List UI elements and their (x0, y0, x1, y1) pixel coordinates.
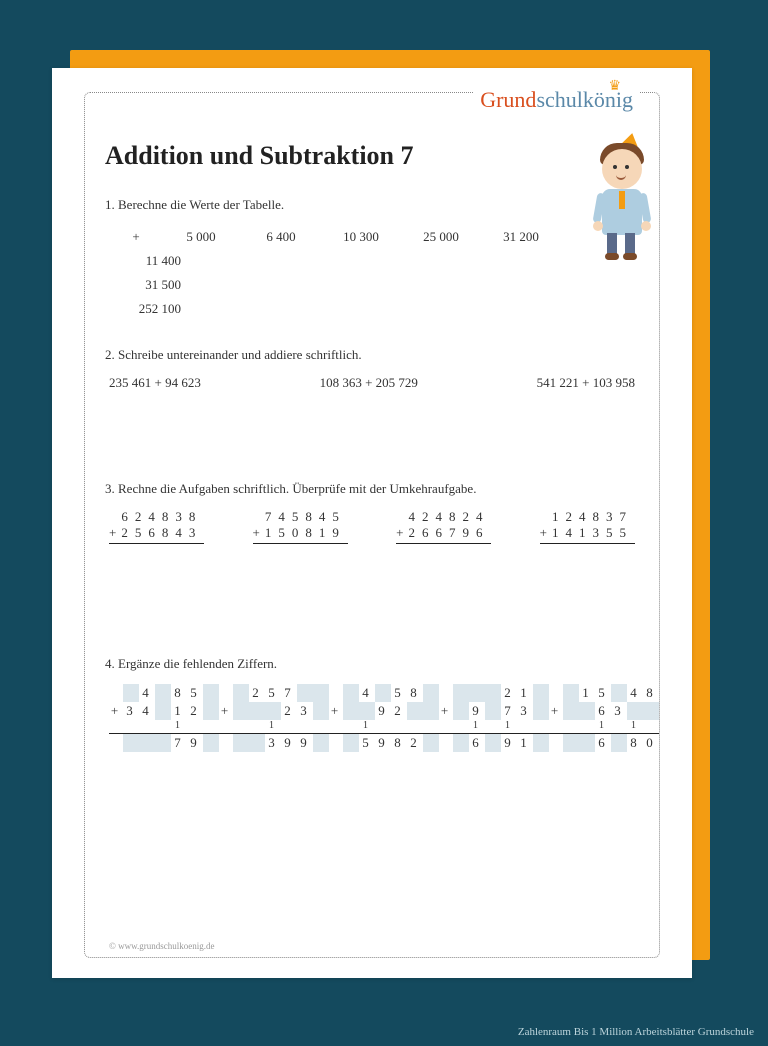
col-header: 31 200 (481, 229, 561, 245)
fill-blanks-problem: 257+231399 (219, 684, 329, 752)
task3-problems: 624838+256843 745845+150819 424824+266796 1… (105, 509, 639, 544)
task2-prompt: 2. Schreibe untereinander und addiere sc… (105, 347, 639, 363)
row-header: 11 400 (111, 253, 191, 269)
mascot-boy-icon (589, 137, 655, 257)
footer-copyright: © www.grundschulkoenig.de (105, 941, 219, 951)
worksheet-title: Addition und Subtraktion 7 (105, 141, 639, 171)
addition-problem: 235 461 + 94 623 (109, 375, 201, 391)
fill-blanks-problem: 1548+6311680 (549, 684, 659, 752)
fill-blanks-problem: 21+97311691 (439, 684, 549, 752)
worksheet-page: ♛ Grundschulkönig Addition und Subtrakti… (52, 68, 692, 978)
col-header: 10 300 (321, 229, 401, 245)
fill-blanks-problem: 485+3412179 (109, 684, 219, 752)
addition-problem: 541 221 + 103 958 (537, 375, 635, 391)
column-addition: 424824+266796 (396, 509, 491, 544)
image-caption: Zahlenraum Bis 1 Million Arbeitsblätter … (518, 1026, 754, 1038)
row-header: 252 100 (111, 301, 191, 317)
column-addition: 624838+256843 (109, 509, 204, 544)
col-header: 6 400 (241, 229, 321, 245)
addition-problem: 108 363 + 205 729 (320, 375, 418, 391)
col-header: 25 000 (401, 229, 481, 245)
crown-icon: ♛ (608, 78, 621, 95)
table-operator: + (111, 229, 161, 245)
task1-table: + 5 000 6 400 10 300 25 000 31 200 11 40… (111, 225, 639, 321)
row-header: 31 500 (111, 277, 191, 293)
task3-prompt: 3. Rechne die Aufgaben schriftlich. Über… (105, 481, 639, 497)
brand-logo: ♛ Grundschulkönig (474, 87, 639, 113)
column-addition: 745845+150819 (253, 509, 348, 544)
task2-problems: 235 461 + 94 623 108 363 + 205 729 541 2… (105, 375, 639, 391)
task1-prompt: 1. Berechne die Werte der Tabelle. (105, 197, 639, 213)
task4-problems: 485+3412179257+231399458+921598221+97311… (105, 684, 639, 752)
column-addition: 124837+141355 (540, 509, 635, 544)
fill-blanks-problem: 458+9215982 (329, 684, 439, 752)
col-header: 5 000 (161, 229, 241, 245)
content-frame: ♛ Grundschulkönig Addition und Subtrakti… (84, 92, 660, 958)
task4-prompt: 4. Ergänze die fehlenden Ziffern. (105, 656, 639, 672)
brand-part1: Grund (480, 87, 536, 112)
